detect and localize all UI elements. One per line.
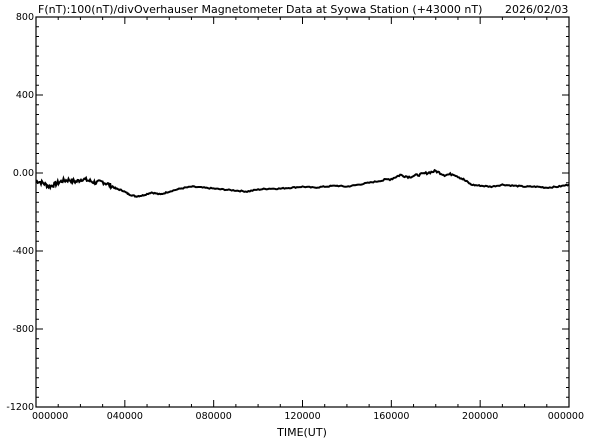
header-scale-label: F(nT):100(nT)/div bbox=[38, 3, 134, 16]
series-line bbox=[35, 168, 570, 198]
x-tick-label: 160000 bbox=[373, 411, 409, 422]
plot-frame bbox=[35, 16, 570, 408]
x-tick-label: 000000 bbox=[32, 411, 68, 422]
axis-ticks bbox=[35, 16, 570, 408]
x-tick-label: 120000 bbox=[284, 411, 320, 422]
x-tick-label: 080000 bbox=[196, 411, 232, 422]
y-tick-labels: 800 400 0.00 -400 -800 -1200 bbox=[6, 12, 34, 413]
y-tick-label: 400 bbox=[16, 90, 34, 101]
x-tick-label: 040000 bbox=[107, 411, 143, 422]
y-tick-label: 0.00 bbox=[13, 168, 34, 179]
x-tick-label: 200000 bbox=[462, 411, 498, 422]
x-tick-labels: 000000 040000 080000 120000 160000 200000 0000… bbox=[32, 411, 584, 422]
chart-title: Overhauser Magnetometer Data at Syowa St… bbox=[134, 3, 482, 16]
y-tick-label: -800 bbox=[12, 324, 34, 335]
header-date: 2026/02/03 bbox=[505, 3, 568, 16]
y-tick-label: 800 bbox=[16, 12, 34, 23]
x-axis-label: TIME(UT) bbox=[276, 426, 327, 439]
x-tick-label: 000000 bbox=[548, 411, 584, 422]
y-tick-label: -1200 bbox=[6, 402, 34, 413]
y-tick-label: -400 bbox=[12, 246, 34, 257]
